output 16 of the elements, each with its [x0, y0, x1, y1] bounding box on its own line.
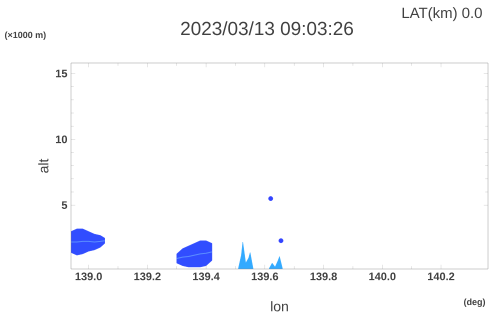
x-tick-label: 139.4 [193, 272, 220, 280]
x-tick-label: 139.0 [76, 272, 102, 280]
y-tick-label: 5 [62, 201, 68, 209]
chart-title: 2023/03/13 09:03:26 [181, 21, 353, 36]
y-tick-label: 15 [56, 70, 68, 78]
chart-subtitle: LAT(km) 0.0 [402, 7, 482, 22]
x-axis-title: lon [271, 301, 288, 312]
y-axis-title: alt [38, 158, 48, 173]
x-tick-label: 139.6 [252, 272, 278, 280]
y-tick-label: 10 [56, 135, 68, 144]
x-tick-label: 139.2 [134, 272, 161, 280]
x-tick-label: 139.8 [310, 272, 337, 280]
x-tick-label: 140.0 [369, 272, 396, 280]
text: (deg) [464, 298, 486, 307]
x-tick-label: 140.2 [428, 272, 454, 280]
text: (×1000 m) [4, 32, 46, 40]
